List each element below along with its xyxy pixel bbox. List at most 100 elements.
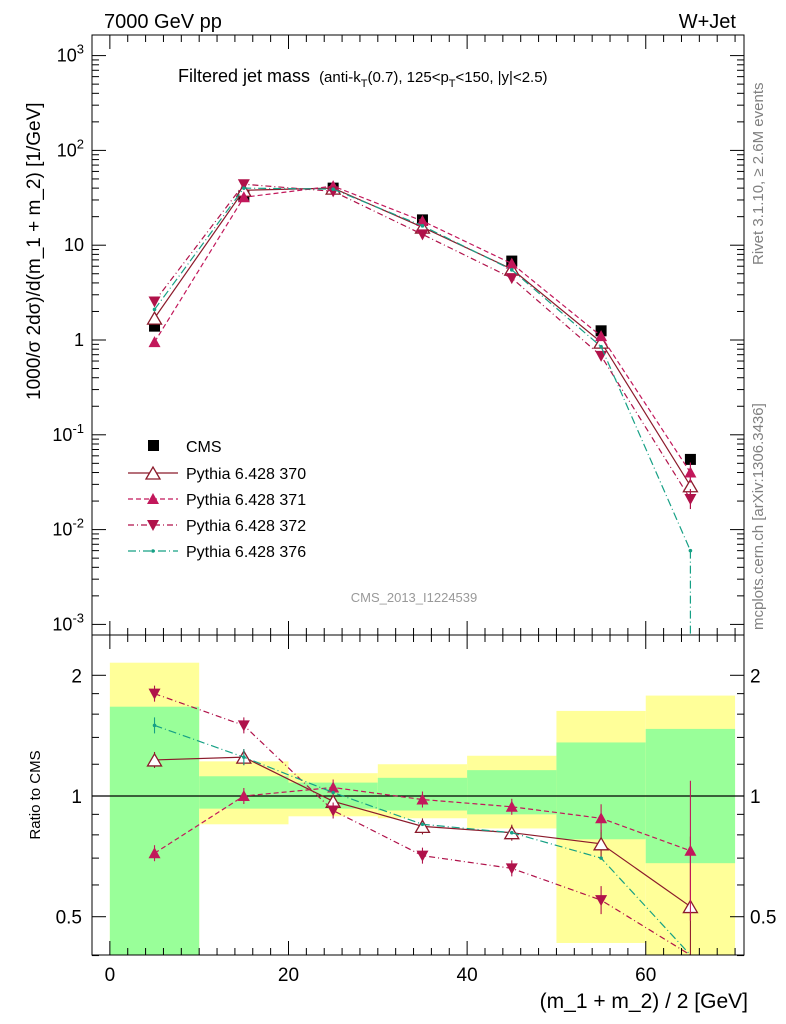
legend-entry-cms: CMS: [148, 439, 222, 456]
main-data-point: [148, 336, 161, 348]
ratio-data-point: [509, 830, 514, 835]
ratio-data-point: [331, 790, 335, 795]
tick-label-base: 10: [52, 520, 72, 540]
main-data-point: [416, 215, 429, 227]
ratio-data-point: [152, 723, 157, 728]
plot-title-sub2: T: [449, 78, 456, 90]
header-left: 7000 GeV pp: [104, 11, 222, 33]
main-data-point: [688, 548, 693, 553]
main-data-point: [505, 257, 518, 269]
legend-label-372: Pythia 6.428 372: [186, 518, 306, 535]
main-data-point: [331, 187, 335, 191]
ratio-y-tick-label-left: 2: [71, 666, 82, 687]
ratio-data-point: [414, 819, 431, 834]
main-y-tick-label: 10: [64, 235, 84, 255]
legend-label-371: Pythia 6.428 371: [186, 492, 306, 509]
main-data-point: [595, 330, 608, 342]
ratio-data-point: [242, 755, 246, 759]
main-y-tick-label: 1: [74, 330, 84, 350]
ratio-data-point: [327, 805, 340, 817]
tick-label-exponent: 3: [77, 42, 84, 57]
tick-label-base: 10: [52, 425, 72, 445]
ratio-data-point: [684, 844, 697, 856]
main-y-tick-label: 102: [57, 136, 84, 160]
plot-title: Filtered jet mass (anti-kT(0.7), 125<pT<…: [178, 66, 548, 90]
ratio-data-point: [416, 850, 429, 862]
legend-entry-372: Pythia 6.428 372: [128, 518, 306, 535]
uncertainty-band-green: [109, 706, 200, 955]
ratio-data-point: [595, 895, 608, 907]
header-right: W+Jet: [679, 11, 737, 33]
main-series-group: [146, 179, 699, 635]
legend-marker-372: [147, 520, 159, 531]
tick-label-base: 10: [57, 140, 77, 160]
ratio-data-point: [592, 836, 610, 851]
ratio-y-axis-label: Ratio to CMS: [27, 750, 44, 839]
main-data-point: [146, 310, 163, 325]
main-data-point: [684, 453, 696, 465]
legend-marker-cms: [148, 440, 159, 451]
tick-label-exponent: -1: [72, 421, 84, 436]
main-data-point: [416, 229, 429, 241]
ratio-axis-ticks: 0.5 0.51 12 20 20 40 60: [56, 635, 776, 986]
ratio-data-point: [416, 793, 429, 805]
main-data-point: [152, 307, 157, 312]
tick-label-base: 10: [57, 46, 77, 66]
main-data-point: [420, 224, 425, 228]
analysis-watermark: CMS_2013_I1224539: [351, 590, 478, 605]
x-tick-label: 60: [635, 965, 656, 986]
main-data-point: [237, 179, 250, 191]
tick-label-exponent: -3: [72, 610, 84, 625]
ratio-frame: [91, 634, 745, 956]
ratio-data-point: [237, 720, 250, 732]
main-data-point: [505, 273, 518, 285]
mcplots-label: mcplots.cern.ch [arXiv:1306.3436]: [750, 403, 767, 630]
main-data-point: [684, 466, 697, 478]
legend: CMS Pythia 6.428 370 Pythia 6.428 371 Py…: [128, 439, 306, 561]
main-data-point: [242, 186, 246, 190]
ratio-data-point: [505, 800, 518, 812]
main-y-tick-label: 10-2: [52, 516, 84, 540]
main-data-point: [237, 191, 250, 203]
main-y-tick-label: 103: [57, 42, 84, 66]
ratio-y-tick-label-left: 1: [71, 787, 82, 808]
tick-label-base: 10: [52, 614, 72, 634]
ratio-data-point: [599, 856, 603, 860]
main-data-point: [684, 494, 697, 506]
tick-label-exponent: -2: [72, 516, 84, 531]
legend-marker-371: [147, 493, 159, 504]
main-y-axis-label: 1000/σ 2dσ)/d(m_1 + m_2) [1/GeV]: [24, 102, 45, 400]
rivet-version-label: Rivet 3.1.10, ≥ 2.6M events: [750, 83, 767, 266]
ratio-data-point: [148, 688, 161, 700]
ratio-y-tick-label-left: 0.5: [56, 908, 82, 929]
ratio-series-group: [146, 685, 699, 956]
main-data-point: [148, 296, 161, 308]
legend-label-cms: CMS: [186, 439, 222, 456]
ratio-y-tick-label-right: 1: [750, 787, 761, 808]
x-tick-label: 20: [278, 965, 299, 986]
ratio-y-tick-label-right: 0.5: [750, 908, 776, 929]
ratio-data-point: [420, 822, 425, 827]
ratio-panel: 0.5 0.51 12 20 20 40 60 Ratio to CMS (m_1 + m_…: [27, 634, 776, 1013]
main-data-point: [599, 344, 603, 349]
legend-label-370: Pythia 6.428 370: [186, 466, 306, 483]
ratio-data-point: [237, 790, 250, 801]
main-y-tick-label: 10-3: [52, 610, 84, 634]
main-data-point: [149, 320, 161, 332]
plot-title-cut-post: <150, |y|<2.5): [456, 69, 548, 86]
ratio-y-tick-label-right: 2: [750, 666, 761, 687]
ratio-data-point: [146, 752, 163, 767]
main-data-point: [509, 268, 514, 272]
ratio-data-point: [595, 812, 608, 824]
ratio-data-point: [148, 847, 161, 859]
ratio-data-point: [505, 863, 518, 875]
plot-title-main: Filtered jet mass: [178, 66, 310, 86]
plot-title-sub1: T: [361, 78, 368, 90]
legend-marker-376: [151, 549, 155, 553]
main-y-tick-label: 10-1: [52, 421, 84, 445]
legend-marker-370: [144, 465, 162, 480]
legend-entry-371: Pythia 6.428 371: [128, 492, 306, 509]
